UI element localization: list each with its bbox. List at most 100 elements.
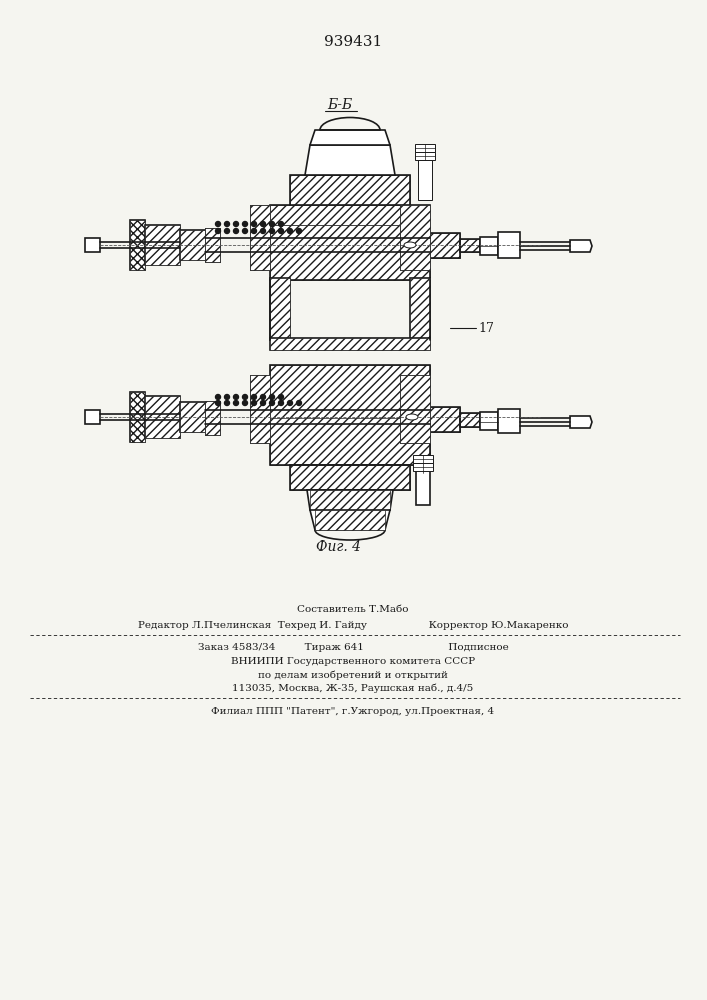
Circle shape bbox=[243, 229, 247, 233]
Bar bbox=[205, 401, 220, 435]
Circle shape bbox=[288, 400, 293, 406]
Circle shape bbox=[216, 400, 221, 406]
Text: Заказ 4583/34         Тираж 641                          Подписное: Заказ 4583/34 Тираж 641 Подписное bbox=[198, 644, 508, 652]
Circle shape bbox=[279, 222, 284, 227]
Bar bbox=[400, 205, 430, 270]
Circle shape bbox=[233, 222, 238, 227]
Bar bbox=[250, 375, 270, 443]
Bar bbox=[413, 455, 433, 463]
Polygon shape bbox=[130, 392, 145, 442]
Bar bbox=[430, 233, 460, 258]
Bar bbox=[270, 418, 430, 465]
Bar bbox=[270, 365, 430, 465]
Bar bbox=[290, 175, 410, 205]
Text: Редактор Л.Пчелинская  Техред И. Гайду                   Корректор Ю.Макаренко: Редактор Л.Пчелинская Техред И. Гайду Ко… bbox=[138, 620, 568, 630]
Bar bbox=[410, 278, 430, 340]
Bar bbox=[498, 409, 520, 433]
Text: Б-Б: Б-Б bbox=[327, 98, 353, 112]
Bar bbox=[180, 230, 205, 260]
Bar bbox=[145, 396, 180, 438]
Bar bbox=[145, 396, 180, 438]
Ellipse shape bbox=[406, 414, 418, 420]
Text: 113035, Москва, Ж-35, Раушская наб., д.4/5: 113035, Москва, Ж-35, Раушская наб., д.4… bbox=[233, 683, 474, 693]
Circle shape bbox=[233, 394, 238, 399]
Bar bbox=[205, 401, 220, 435]
Bar bbox=[480, 237, 498, 255]
Polygon shape bbox=[305, 145, 395, 175]
Circle shape bbox=[279, 229, 284, 233]
Bar bbox=[415, 144, 435, 152]
Polygon shape bbox=[310, 130, 390, 145]
Circle shape bbox=[225, 394, 230, 399]
Bar bbox=[205, 228, 220, 262]
Bar bbox=[290, 175, 410, 205]
Polygon shape bbox=[307, 490, 393, 510]
Bar bbox=[410, 278, 430, 340]
Bar bbox=[430, 233, 460, 258]
Circle shape bbox=[252, 400, 257, 406]
Bar bbox=[270, 205, 430, 280]
Polygon shape bbox=[570, 240, 592, 252]
Bar bbox=[270, 278, 290, 340]
Polygon shape bbox=[130, 220, 145, 270]
Bar bbox=[315, 510, 385, 530]
Bar bbox=[418, 160, 432, 200]
Bar bbox=[310, 490, 390, 510]
Bar bbox=[460, 413, 480, 427]
Text: Составитель Т.Мабо: Составитель Т.Мабо bbox=[297, 605, 409, 614]
Text: 939431: 939431 bbox=[324, 35, 382, 49]
Circle shape bbox=[279, 394, 284, 399]
Circle shape bbox=[260, 400, 266, 406]
Bar bbox=[400, 205, 430, 270]
Bar bbox=[205, 228, 220, 262]
Bar bbox=[270, 338, 430, 350]
Bar bbox=[145, 225, 180, 265]
Circle shape bbox=[216, 222, 221, 227]
Circle shape bbox=[225, 222, 230, 227]
Circle shape bbox=[243, 400, 247, 406]
Bar bbox=[400, 375, 430, 443]
Bar bbox=[460, 239, 480, 252]
Bar bbox=[430, 407, 460, 432]
Bar bbox=[130, 220, 145, 270]
Text: 17: 17 bbox=[478, 322, 494, 334]
Circle shape bbox=[252, 229, 257, 233]
Circle shape bbox=[243, 394, 247, 399]
Bar bbox=[460, 413, 480, 427]
Circle shape bbox=[296, 229, 301, 233]
Bar bbox=[290, 465, 410, 490]
Circle shape bbox=[233, 400, 238, 406]
Bar bbox=[180, 230, 205, 260]
Bar bbox=[416, 463, 430, 505]
Bar bbox=[250, 205, 270, 270]
Circle shape bbox=[243, 222, 247, 227]
Bar bbox=[430, 407, 460, 432]
Bar bbox=[270, 365, 430, 420]
Circle shape bbox=[296, 400, 301, 406]
Bar bbox=[270, 225, 430, 280]
Bar bbox=[130, 392, 145, 442]
Bar bbox=[270, 338, 430, 350]
Circle shape bbox=[269, 400, 274, 406]
Bar bbox=[413, 463, 433, 471]
Bar bbox=[250, 205, 270, 270]
Bar bbox=[250, 375, 270, 443]
Polygon shape bbox=[310, 510, 390, 530]
Polygon shape bbox=[85, 238, 100, 252]
Bar bbox=[498, 232, 520, 258]
Circle shape bbox=[260, 394, 266, 399]
Bar bbox=[180, 402, 205, 432]
Ellipse shape bbox=[404, 242, 416, 248]
Circle shape bbox=[269, 229, 274, 233]
Bar bbox=[415, 152, 435, 160]
Text: по делам изобретений и открытий: по делам изобретений и открытий bbox=[258, 670, 448, 680]
Bar bbox=[270, 205, 430, 225]
Circle shape bbox=[269, 394, 274, 399]
Circle shape bbox=[260, 229, 266, 233]
Text: Филиал ППП "Патент", г.Ужгород, ул.Проектная, 4: Филиал ППП "Патент", г.Ужгород, ул.Проек… bbox=[211, 706, 495, 716]
Text: Фиг. 4: Фиг. 4 bbox=[315, 540, 361, 554]
Circle shape bbox=[216, 394, 221, 399]
Circle shape bbox=[216, 229, 221, 233]
Polygon shape bbox=[85, 410, 100, 424]
Circle shape bbox=[252, 394, 257, 399]
